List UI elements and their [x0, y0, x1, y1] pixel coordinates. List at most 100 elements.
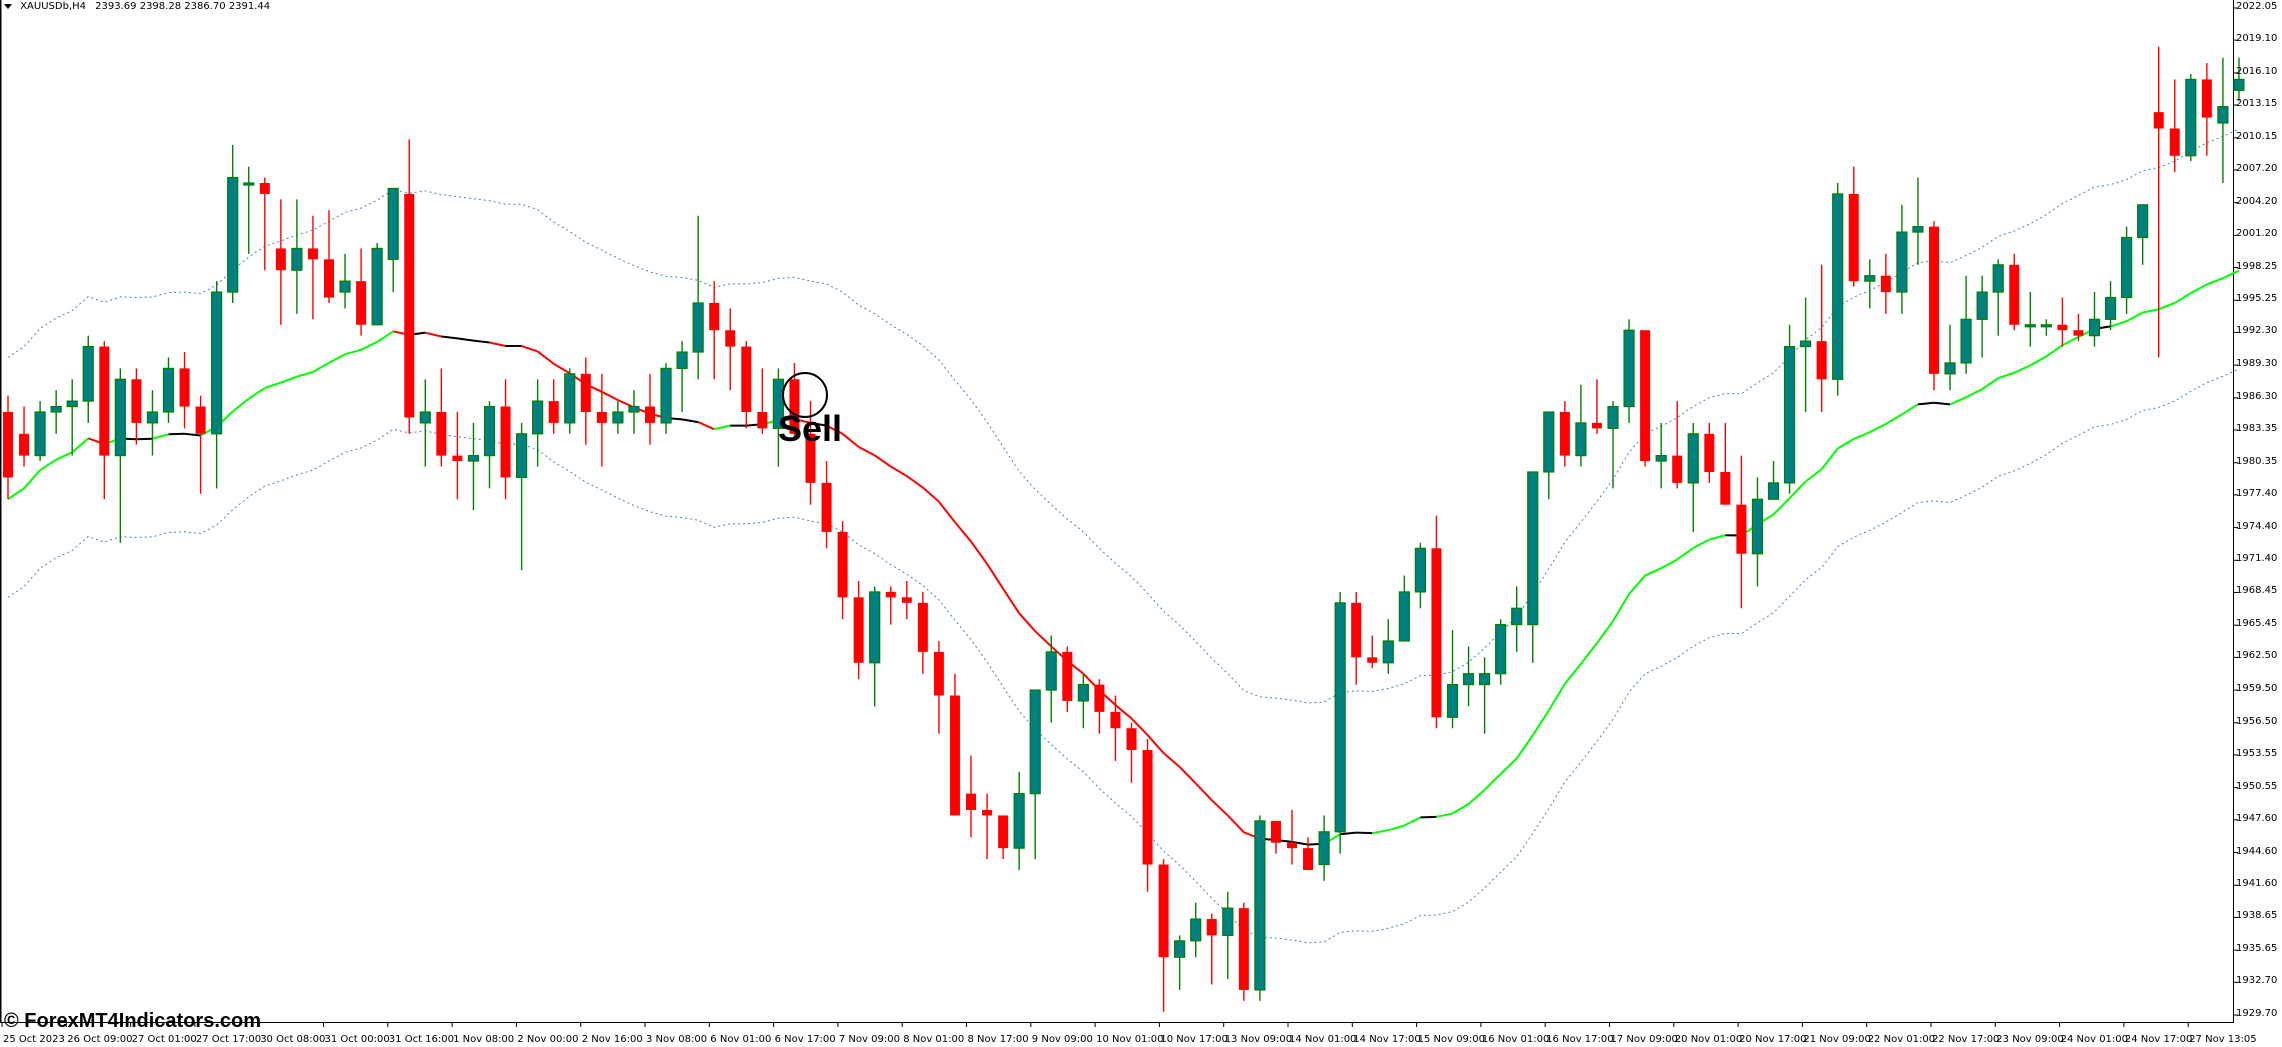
midline-segment — [954, 521, 972, 543]
price-tick-label: 1947.60 — [2236, 812, 2278, 824]
candle — [1334, 591, 1346, 854]
time-tick-label: 9 Nov 09:00 — [1031, 1034, 1093, 1045]
price-tick-label: 2016.10 — [2236, 65, 2278, 77]
candle — [645, 373, 655, 445]
midline-segment — [1692, 538, 1710, 549]
midline-segment — [1515, 734, 1534, 760]
time-tick-label: 20 Nov 17:00 — [1739, 1034, 1807, 1045]
midline-segment — [2061, 336, 2079, 347]
time-tick-label: 16 Nov 17:00 — [1546, 1034, 1614, 1045]
midline-segment — [1194, 782, 1213, 801]
time-tick-label: 27 Oct 01:00 — [131, 1034, 197, 1045]
candle — [259, 177, 270, 271]
candle — [3, 395, 13, 500]
midline-segment — [457, 337, 474, 342]
midline-segment — [280, 375, 298, 384]
midline-segment — [1356, 831, 1373, 835]
candle — [1190, 902, 1202, 958]
midline-segment — [1388, 824, 1405, 832]
time-tick-label: 6 Nov 17:00 — [774, 1034, 836, 1045]
price-tick-label: 1950.55 — [2236, 780, 2278, 792]
candle — [243, 166, 255, 254]
price-tick-label: 2022.05 — [2236, 1, 2278, 12]
midline-segment — [152, 433, 169, 440]
candle — [2201, 63, 2212, 156]
candle — [2073, 313, 2084, 342]
candle — [291, 199, 303, 314]
candle — [2121, 226, 2133, 314]
time-tick-label: 15 Nov 09:00 — [1417, 1034, 1486, 1045]
price-tick-label: 1995.25 — [2236, 293, 2278, 305]
midline-segment — [1130, 717, 1149, 736]
midline-segment — [441, 335, 458, 340]
candle — [966, 755, 976, 838]
candle — [885, 586, 896, 625]
dropdown-triangle-icon[interactable] — [4, 3, 12, 9]
midline-segment — [938, 501, 956, 523]
candle — [404, 139, 415, 434]
midline-segment — [681, 418, 699, 424]
candle — [131, 368, 142, 445]
midline-segment — [841, 433, 860, 448]
midline-segment — [489, 341, 506, 348]
candle — [1751, 477, 1764, 587]
price-tick-label: 1935.65 — [2236, 943, 2278, 955]
candle — [275, 199, 286, 325]
midline-segment — [1178, 766, 1197, 784]
price-tick-label: 1992.30 — [2236, 325, 2278, 337]
candle — [356, 248, 367, 336]
candle — [1126, 722, 1137, 783]
candle — [1110, 695, 1121, 761]
time-tick-label: 2 Nov 00:00 — [517, 1034, 579, 1045]
midline-segment — [1564, 663, 1582, 685]
candle — [1896, 204, 1908, 314]
candle — [452, 411, 463, 500]
midline-segment — [344, 348, 362, 356]
candle — [1623, 319, 1635, 423]
midline-segment — [1804, 468, 1823, 483]
candle — [1527, 471, 1539, 663]
candle — [483, 401, 496, 489]
midline-segment — [1002, 588, 1020, 614]
price-tick-label: 1959.50 — [2236, 683, 2278, 695]
midline-segment — [136, 437, 153, 441]
price-tick-label: 1944.60 — [2236, 845, 2278, 857]
candle — [387, 187, 399, 293]
midline-segment — [1114, 704, 1133, 720]
candle — [2088, 292, 2101, 347]
time-tick-label: 24 Nov 17:00 — [2124, 1034, 2193, 1045]
candle — [500, 379, 511, 500]
midline-segment — [184, 432, 201, 437]
candle — [1238, 902, 1249, 1001]
candle — [596, 373, 607, 467]
midline-segment — [2174, 292, 2192, 304]
midline-segment — [1965, 388, 1983, 399]
candle — [2024, 292, 2036, 347]
candle — [1287, 810, 1297, 865]
candle — [1640, 330, 1651, 467]
midline-segment — [2142, 308, 2159, 314]
price-tick-label: 2007.20 — [2236, 162, 2278, 174]
midline-segment — [312, 362, 330, 373]
candle — [515, 422, 528, 571]
midline-segment — [232, 397, 250, 413]
time-tick-label: 30 Oct 08:00 — [260, 1034, 326, 1045]
candle — [805, 401, 816, 505]
candle — [709, 281, 720, 380]
time-tick-label: 2 Nov 16:00 — [581, 1034, 643, 1045]
candle — [1720, 422, 1731, 505]
midline-segment — [1869, 423, 1887, 434]
candle — [628, 390, 640, 434]
candle — [1303, 837, 1314, 870]
price-tick-label: 2001.20 — [2236, 228, 2278, 240]
time-tick-label: 20 Nov 01:00 — [1674, 1034, 1743, 1045]
candle — [1929, 221, 1939, 391]
candle — [1367, 635, 1378, 669]
midline-segment — [713, 424, 731, 431]
candle — [998, 815, 1009, 860]
midline-segment — [1483, 773, 1502, 791]
candle — [2185, 73, 2197, 162]
candle — [901, 581, 912, 620]
